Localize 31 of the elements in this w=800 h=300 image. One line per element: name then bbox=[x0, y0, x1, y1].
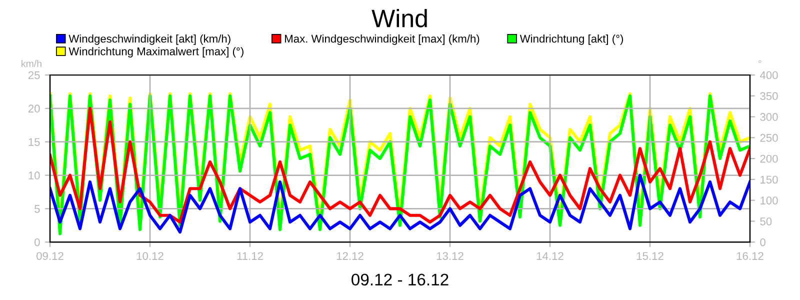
y-tick-label: 5 bbox=[34, 205, 40, 213]
y-tick-label: 20 bbox=[28, 104, 40, 113]
chart-title: Wind bbox=[372, 9, 427, 28]
y2-tick-label: 250 bbox=[760, 134, 778, 142]
y2-tick-label: 50 bbox=[760, 217, 772, 226]
x-tick-label: 10.12 bbox=[136, 252, 164, 260]
legend-label: Windgeschwindigkeit [akt] (km/h) bbox=[68, 34, 230, 45]
legend-label: Max. Windgeschwindigkeit [max] (km/h) bbox=[285, 34, 480, 45]
x-tick-label: 14.12 bbox=[536, 252, 564, 260]
x-tick-label: 11.12 bbox=[237, 252, 263, 260]
x-tick-label: 12.12 bbox=[336, 252, 364, 260]
y2-axis-title: ° bbox=[758, 60, 762, 63]
y2-tick-label: 400 bbox=[760, 71, 778, 80]
y2-tick-label: 300 bbox=[760, 113, 778, 121]
x-tick-label: 16.12 bbox=[736, 252, 764, 260]
y-tick-label: 10 bbox=[28, 172, 40, 180]
y-tick-label: 0 bbox=[34, 238, 40, 246]
y2-tick-label: 150 bbox=[760, 176, 778, 184]
y2-tick-label: 350 bbox=[760, 92, 778, 100]
x-tick-label: 15.12 bbox=[636, 252, 664, 260]
y2-tick-label: 100 bbox=[760, 196, 778, 204]
y-tick-label: 15 bbox=[28, 138, 40, 146]
y-axis-title: km/h bbox=[22, 60, 42, 68]
x-axis-title: 09.12 - 16.12 bbox=[352, 274, 448, 286]
legend-label: Windrichtung Maximalwert [max] (°) bbox=[68, 47, 244, 58]
legend-label: Windrichtung [akt] (°) bbox=[520, 34, 624, 45]
x-tick-label: 09.12 bbox=[36, 252, 64, 260]
y2-tick-label: 0 bbox=[760, 238, 766, 246]
y2-tick-label: 200 bbox=[760, 154, 778, 163]
x-tick-label: 13.12 bbox=[436, 252, 464, 260]
y-tick-label: 25 bbox=[28, 71, 40, 80]
